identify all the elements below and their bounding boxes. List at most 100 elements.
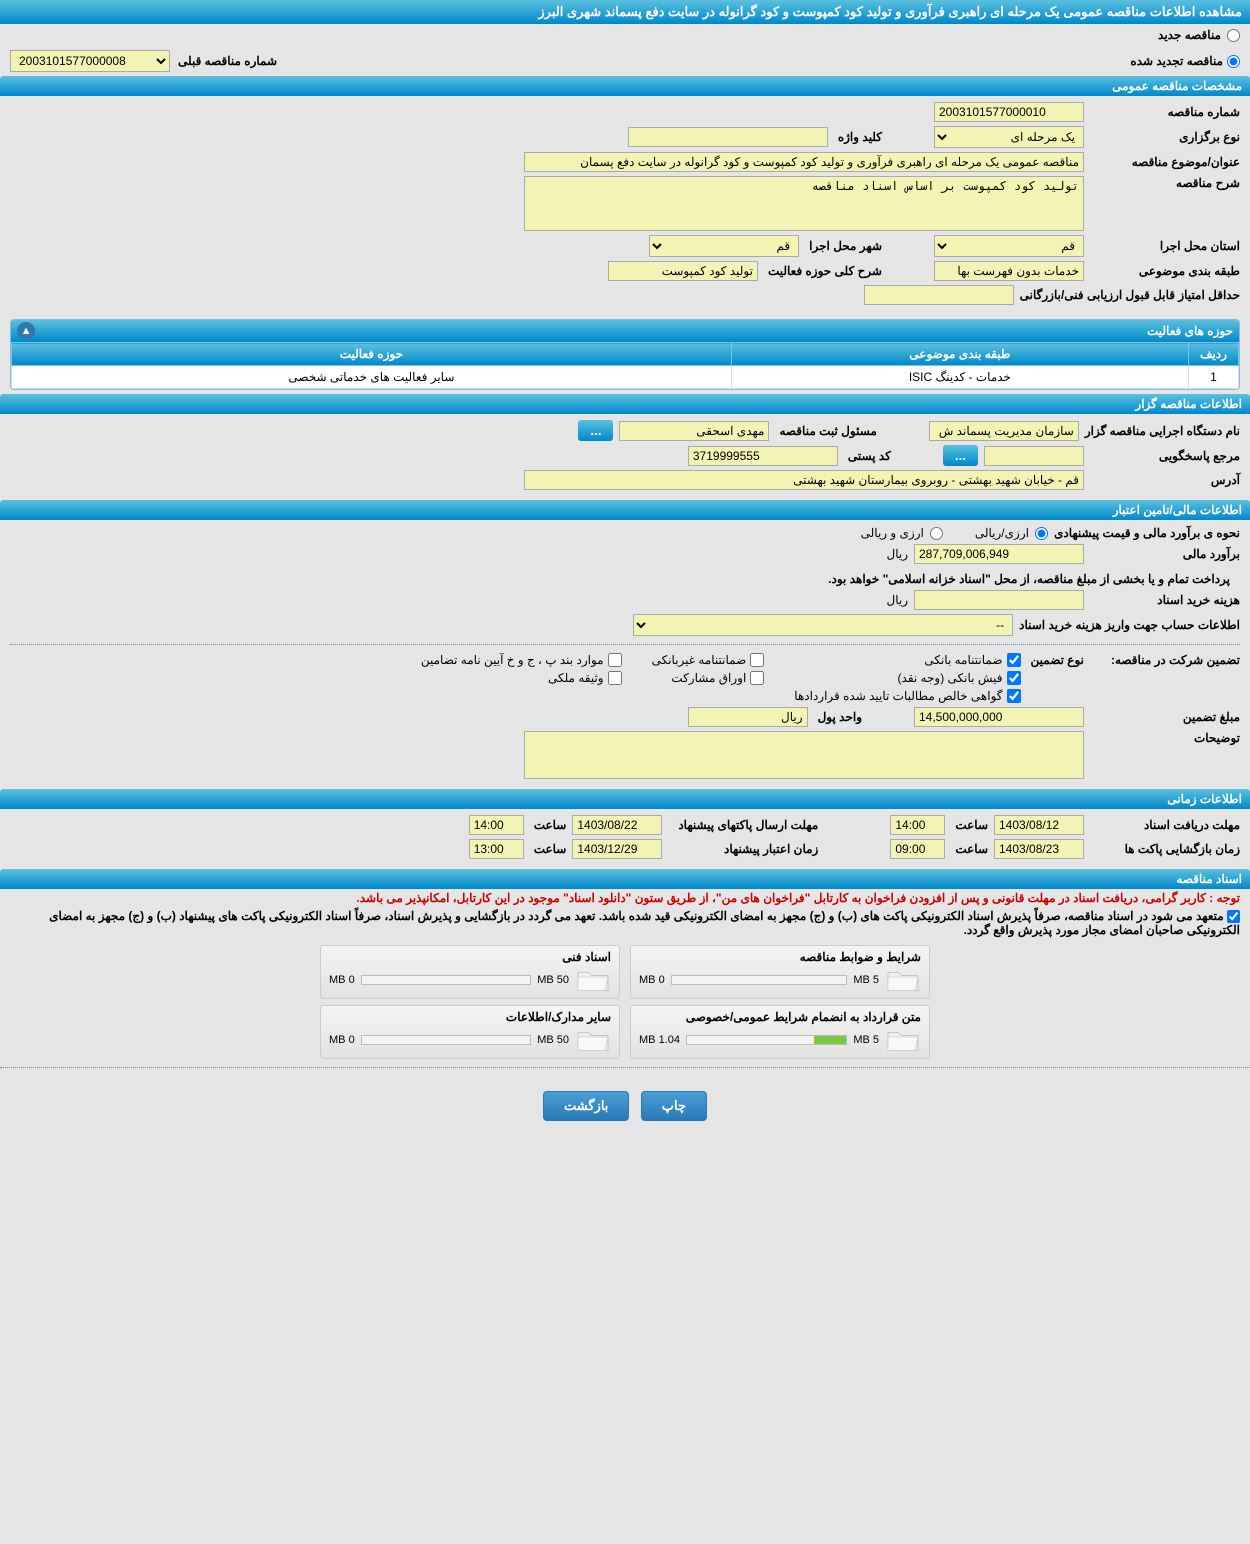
doc-cost-input[interactable] bbox=[914, 590, 1084, 610]
finance-section-header: اطلاعات مالی/تامین اعتبار bbox=[0, 500, 1250, 520]
open-label: زمان بازگشایی پاکت ها bbox=[1090, 842, 1240, 856]
category-input[interactable] bbox=[934, 261, 1084, 281]
divider-bottom bbox=[0, 1067, 1250, 1068]
more-button[interactable]: ... bbox=[578, 420, 613, 441]
cb-property[interactable] bbox=[608, 671, 622, 685]
number-label: شماره مناقصه bbox=[1090, 105, 1240, 119]
cb-bank-guar[interactable] bbox=[1007, 653, 1021, 667]
activity-table: ردیف طبقه بندی موضوعی حوزه فعالیت 1خدمات… bbox=[11, 342, 1239, 389]
doc-box[interactable]: شرایط و ضوابط مناقصه 5 MB 0 MB bbox=[630, 945, 930, 999]
rial-radio[interactable] bbox=[1035, 527, 1048, 540]
cb-items[interactable] bbox=[608, 653, 622, 667]
category-label: طبقه بندی موضوعی bbox=[1090, 264, 1240, 278]
city-label: شهر محل اجرا bbox=[809, 239, 882, 253]
doc-cost-label: هزینه خرید اسناد bbox=[1090, 593, 1240, 607]
activity-table-title: حوزه های فعالیت bbox=[1147, 324, 1233, 338]
cb-claims-label: گواهی خالص مطالبات تایید شده قراردادها bbox=[794, 689, 1002, 703]
button-bar: چاپ بازگشت bbox=[0, 1076, 1250, 1136]
activity-desc-input[interactable] bbox=[608, 261, 758, 281]
th-cat: طبقه بندی موضوعی bbox=[731, 343, 1188, 366]
number-input[interactable] bbox=[934, 102, 1084, 122]
doc-size: 1.04 MB bbox=[639, 1034, 680, 1046]
submit-label: مهلت ارسال پاکتهای پیشنهاد bbox=[668, 818, 818, 832]
collapse-icon[interactable]: ▲ bbox=[17, 322, 35, 340]
cb-shares[interactable] bbox=[750, 671, 764, 685]
time-label-3: ساعت bbox=[955, 842, 988, 856]
doc-max: 5 MB bbox=[853, 974, 879, 986]
guarantee-label: تضمین شرکت در مناقصه: bbox=[1090, 653, 1240, 667]
progress-bar bbox=[361, 975, 532, 985]
organizer-section-header: اطلاعات مناقصه گزار bbox=[0, 394, 1250, 414]
keyword-input[interactable] bbox=[628, 127, 828, 147]
postal-input[interactable] bbox=[688, 446, 838, 466]
page-title: مشاهده اطلاعات مناقصه عمومی یک مرحله ای … bbox=[0, 0, 1250, 24]
reference-more-button[interactable]: ... bbox=[943, 445, 978, 466]
valid-date-input[interactable] bbox=[572, 839, 662, 859]
general-form: شماره مناقصه نوع برگزاری یک مرحله ای کلی… bbox=[0, 96, 1250, 315]
reference-input[interactable] bbox=[984, 446, 1084, 466]
province-select[interactable]: قم bbox=[934, 235, 1084, 257]
new-tender-radio[interactable] bbox=[1227, 29, 1240, 42]
both-radio-label: ارزی و ریالی bbox=[861, 526, 924, 540]
estimate-input[interactable] bbox=[914, 544, 1084, 564]
min-score-label: حداقل امتیاز قابل قبول ارزیابی فنی/بازرگ… bbox=[1020, 288, 1240, 302]
submit-time-input[interactable] bbox=[469, 815, 524, 835]
title-label: عنوان/موضوع مناقصه bbox=[1090, 155, 1240, 169]
notes-textarea[interactable] bbox=[524, 731, 1084, 779]
folder-icon bbox=[885, 1026, 921, 1054]
valid-time-input[interactable] bbox=[469, 839, 524, 859]
min-score-input[interactable] bbox=[864, 285, 1014, 305]
submit-date-input[interactable] bbox=[572, 815, 662, 835]
title-input[interactable] bbox=[524, 152, 1084, 172]
pricing-label: نحوه ی برآورد مالی و قیمت پیشنهادی bbox=[1054, 526, 1240, 540]
notes-label: توضیحات bbox=[1090, 731, 1240, 745]
doc-box[interactable]: متن قرارداد به انضمام شرایط عمومی/خصوصی … bbox=[630, 1005, 930, 1059]
receive-label: مهلت دریافت اسناد bbox=[1090, 818, 1240, 832]
cb-claims[interactable] bbox=[1007, 689, 1021, 703]
doc-max: 50 MB bbox=[537, 974, 569, 986]
unit-input[interactable] bbox=[688, 707, 808, 727]
black-notice: متعهد می شود در اسناد مناقصه، صرفاً پذیر… bbox=[0, 907, 1250, 939]
prev-number-label: شماره مناقصه قبلی bbox=[178, 54, 277, 68]
cb-bank-guar-label: ضمانتنامه بانکی bbox=[924, 653, 1002, 667]
doc-box[interactable]: سایر مدارک/اطلاعات 50 MB 0 MB bbox=[320, 1005, 620, 1059]
pay-note: پرداخت تمام و یا بخشی از مبلغ مناقصه، از… bbox=[10, 568, 1240, 590]
new-tender-label: مناقصه جدید bbox=[1158, 28, 1221, 42]
account-select[interactable]: -- bbox=[633, 614, 1013, 636]
org-input[interactable] bbox=[929, 421, 1079, 441]
finance-form: نحوه ی برآورد مالی و قیمت پیشنهادی ارزی/… bbox=[0, 520, 1250, 789]
type-select[interactable]: یک مرحله ای bbox=[934, 126, 1084, 148]
amount-input[interactable] bbox=[914, 707, 1084, 727]
time-label-4: ساعت bbox=[534, 842, 567, 856]
organizer-form: نام دستگاه اجرایی مناقصه گزار مسئول ثبت … bbox=[0, 414, 1250, 500]
responsible-input[interactable] bbox=[619, 421, 769, 441]
time-label-2: ساعت bbox=[534, 818, 567, 832]
activity-table-wrap: حوزه های فعالیت ▲ ردیف طبقه بندی موضوعی … bbox=[10, 319, 1240, 390]
province-label: استان محل اجرا bbox=[1090, 239, 1240, 253]
open-time-input[interactable] bbox=[890, 839, 945, 859]
receive-date-input[interactable] bbox=[994, 815, 1084, 835]
back-button[interactable]: بازگشت bbox=[543, 1091, 629, 1121]
cb-cash[interactable] bbox=[1007, 671, 1021, 685]
doc-name: شرایط و ضوابط مناقصه bbox=[639, 950, 921, 964]
open-date-input[interactable] bbox=[994, 839, 1084, 859]
desc-textarea[interactable]: تولید کود کمپوست بر اساس اسناد مناقصه bbox=[524, 176, 1084, 231]
renewed-tender-radio[interactable] bbox=[1227, 55, 1240, 68]
desc-label: شرح مناقصه bbox=[1090, 176, 1240, 190]
time-label-1: ساعت bbox=[955, 818, 988, 832]
cb-nonbank-guar-label: ضمانتنامه غیربانکی bbox=[652, 653, 747, 667]
cb-nonbank-guar[interactable] bbox=[750, 653, 764, 667]
th-row: ردیف bbox=[1189, 343, 1239, 366]
cb-cash-label: فیش بانکی (وجه نقد) bbox=[898, 671, 1003, 685]
doc-box[interactable]: اسناد فنی 50 MB 0 MB bbox=[320, 945, 620, 999]
address-input[interactable] bbox=[524, 470, 1084, 490]
folder-icon bbox=[885, 966, 921, 994]
reference-label: مرجع پاسخگویی bbox=[1090, 449, 1240, 463]
city-select[interactable]: قم bbox=[649, 235, 799, 257]
receive-time-input[interactable] bbox=[890, 815, 945, 835]
both-radio[interactable] bbox=[930, 527, 943, 540]
agree-checkbox[interactable] bbox=[1227, 910, 1240, 923]
print-button[interactable]: چاپ bbox=[641, 1091, 707, 1121]
timing-form: مهلت دریافت اسناد ساعت مهلت ارسال پاکتها… bbox=[0, 809, 1250, 869]
prev-number-select[interactable]: 2003101577000008 bbox=[10, 50, 170, 72]
